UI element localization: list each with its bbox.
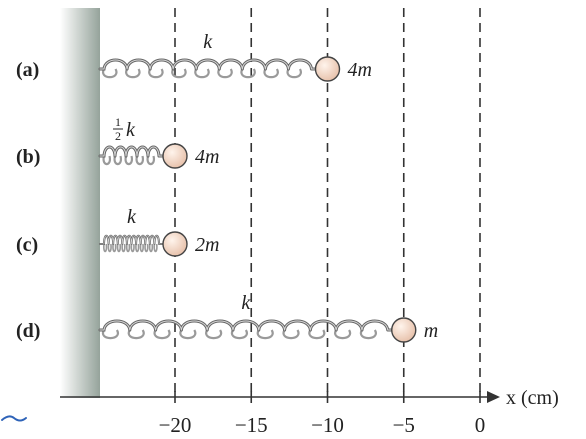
tick-label: −15 (235, 413, 268, 437)
mass-ball (162, 143, 188, 169)
spring-constant-label: k (127, 206, 137, 228)
mass-label: m (424, 320, 438, 342)
tick-label: −10 (311, 413, 344, 437)
mass-ball (391, 317, 417, 343)
tick-label: 0 (475, 413, 486, 437)
spring-highlight (99, 320, 393, 331)
spring-back (101, 329, 377, 340)
x-axis: −20 −15 −10 −5 0 x (cm) (60, 387, 559, 437)
spring-constant-label: k (203, 31, 213, 53)
spring-constant-label: k (241, 292, 251, 314)
x-axis-ticks: −20 −15 −10 −5 0 (159, 391, 486, 437)
mass-label: 4m (348, 59, 372, 81)
mass-ball (162, 231, 188, 257)
tick-label: −20 (159, 413, 192, 437)
spring-constant-label: k (126, 119, 136, 141)
spring-highlight (99, 59, 316, 70)
mass-ball (314, 56, 341, 82)
x-axis-arrowhead (487, 391, 500, 403)
x-axis-label: x (cm) (506, 387, 559, 409)
spring-back (103, 243, 158, 253)
wall (60, 8, 100, 398)
spring-back (101, 68, 302, 79)
k-fraction-num: 1 (115, 115, 121, 129)
spring-back (102, 155, 156, 166)
spring (98, 319, 394, 332)
case-c: (c) 2m k (16, 206, 219, 257)
tick-label: −5 (393, 413, 415, 437)
case-label: (a) (16, 59, 39, 81)
spring-highlight (99, 235, 164, 245)
spring-highlight (99, 146, 164, 157)
case-label: (b) (16, 146, 40, 168)
pen-mark (1, 415, 27, 422)
case-a: (a) 4m k (16, 31, 372, 82)
k-fraction-den: 2 (115, 129, 121, 143)
mass-label: 4m (195, 146, 219, 168)
case-b: (b) 4m 12 k (16, 115, 219, 169)
spring (98, 145, 165, 158)
mass-label: 2m (195, 234, 219, 256)
case-label: (c) (16, 234, 38, 256)
case-d: (d) m k (16, 292, 438, 343)
case-label: (d) (16, 320, 40, 342)
